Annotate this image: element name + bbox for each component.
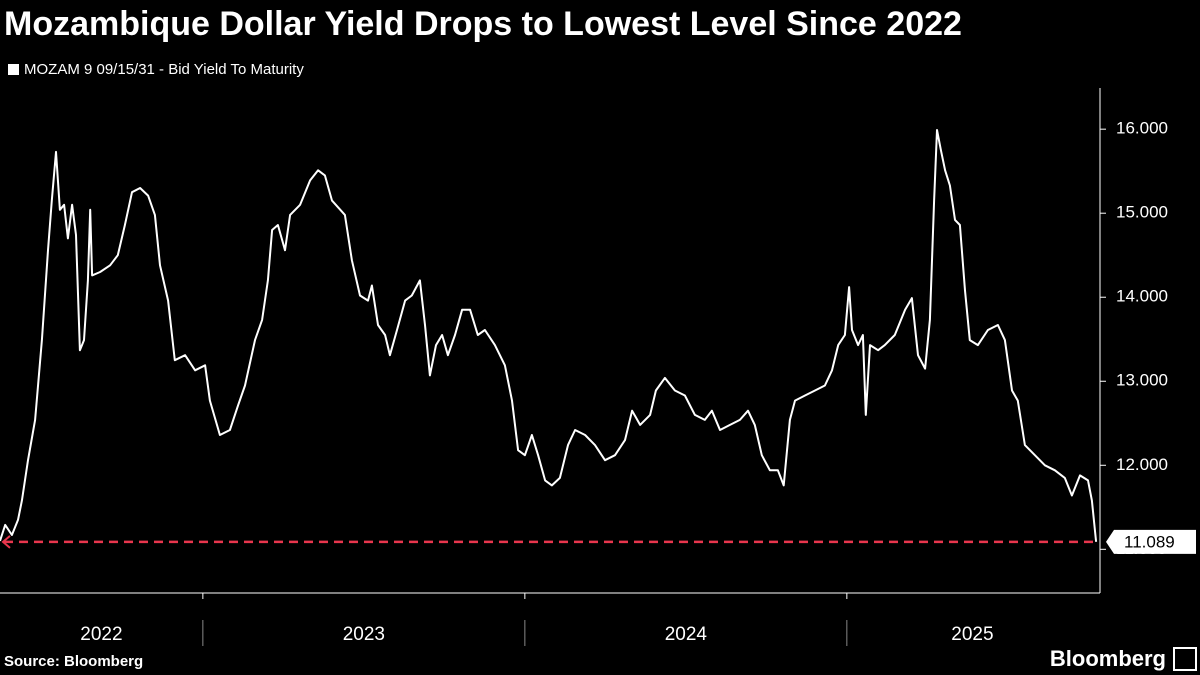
legend-label: MOZAM 9 09/15/31 - Bid Yield To Maturity: [24, 61, 304, 78]
source: Source: Bloomberg: [4, 653, 143, 670]
y-tick-label: 12.000: [1116, 455, 1168, 474]
brand-icon: [1173, 647, 1197, 671]
chart-title: Mozambique Dollar Yield Drops to Lowest …: [4, 5, 962, 43]
legend-swatch: [8, 64, 19, 75]
x-tick-label: 2025: [951, 624, 993, 645]
reference-marker: [1, 535, 11, 549]
series-line: [0, 129, 1098, 542]
y-tick-label: 14.000: [1116, 287, 1168, 306]
value-box: [1106, 529, 1196, 554]
y-tick-label: 16.000: [1116, 119, 1168, 138]
x-tick-label: 2022: [80, 624, 122, 645]
y-tick-label: 13.000: [1116, 371, 1168, 390]
x-tick-label: 2024: [665, 624, 708, 645]
value-label: 11.089: [1124, 532, 1175, 551]
x-tick-label: 2023: [343, 624, 385, 645]
brand: Bloomberg: [1050, 646, 1166, 671]
y-tick-label: 15.000: [1116, 203, 1168, 222]
